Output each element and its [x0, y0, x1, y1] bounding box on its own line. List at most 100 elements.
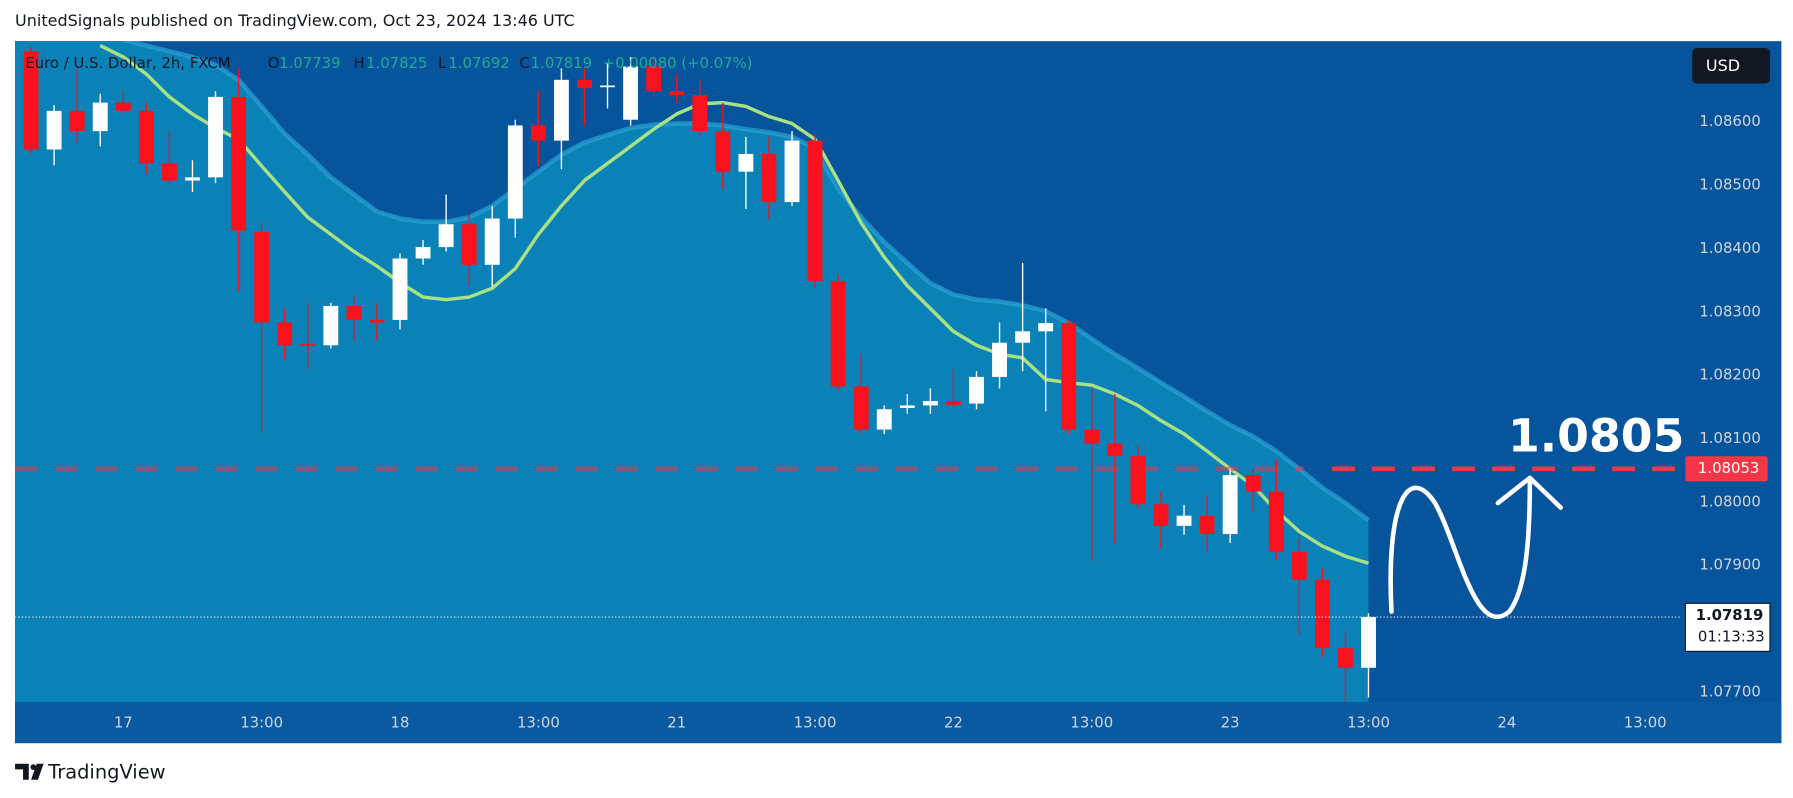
- candle-body: [161, 163, 177, 181]
- candle-body: [300, 344, 316, 346]
- x-tick-label: 13:00: [794, 714, 837, 732]
- publish-header: UnitedSignals published on TradingView.c…: [15, 11, 575, 30]
- candle-body: [231, 96, 247, 231]
- candle-body: [692, 95, 708, 132]
- candle-body: [484, 218, 500, 265]
- x-tick-label: 23: [1221, 714, 1240, 732]
- candle-body: [69, 110, 85, 132]
- legend-label: L: [438, 54, 447, 72]
- x-tick-label: 22: [944, 714, 963, 732]
- candle-body: [946, 401, 961, 405]
- y-tick-label: 1.08100: [1699, 429, 1760, 447]
- candle-body: [138, 110, 154, 164]
- x-tick-label: 24: [1497, 714, 1516, 732]
- candle-body: [185, 177, 200, 181]
- candle-body: [23, 51, 39, 150]
- x-tick-label: 13:00: [517, 714, 560, 732]
- candle-body: [1130, 456, 1146, 505]
- legend-label: C: [519, 54, 529, 72]
- legend-value: 1.07739: [279, 54, 340, 72]
- candle-body: [830, 281, 846, 387]
- candle-body: [1084, 429, 1100, 444]
- candle-body: [715, 131, 731, 172]
- candle-body: [761, 153, 777, 203]
- brand-name: TradingView: [47, 760, 165, 783]
- candle-body: [1245, 475, 1261, 492]
- x-tick-label: 13:00: [1624, 714, 1667, 732]
- candle-body: [507, 125, 523, 219]
- y-tick-label: 1.07700: [1699, 682, 1760, 700]
- candle-body: [553, 79, 569, 141]
- candle-body: [323, 305, 339, 346]
- candle-body: [1015, 331, 1031, 343]
- ema-line: [99, 44, 1370, 565]
- candle-body: [784, 140, 800, 203]
- candle-body: [369, 319, 385, 323]
- candle-body: [461, 224, 477, 265]
- y-tick-label: 1.07900: [1699, 556, 1760, 574]
- candle-body: [46, 110, 62, 150]
- candle-body: [1268, 491, 1284, 552]
- x-tick-label: 18: [391, 714, 410, 732]
- x-tick-label: 13:00: [1347, 714, 1390, 732]
- y-tick-label: 1.08300: [1699, 302, 1760, 320]
- last-price-label: 1.07819: [1696, 606, 1764, 624]
- legend-value: 1.07825: [366, 54, 427, 72]
- x-tick-label: 13:00: [1070, 714, 1113, 732]
- candle-body: [922, 401, 938, 406]
- candle-body: [876, 409, 892, 430]
- y-tick-label: 1.08400: [1699, 239, 1760, 257]
- currency-button[interactable]: [1692, 48, 1770, 84]
- countdown-label: 01:13:33: [1698, 628, 1765, 646]
- brand-logo: [15, 763, 44, 780]
- x-tick-label: 17: [114, 714, 133, 732]
- plot-area: [15, 41, 1681, 702]
- currency-label[interactable]: USD: [1706, 56, 1740, 75]
- legend-value: 1.07819: [531, 54, 592, 72]
- candle-body: [992, 342, 1007, 377]
- candle-body: [346, 305, 362, 320]
- candle-body: [669, 91, 685, 96]
- candle-body: [1176, 515, 1192, 526]
- candle-body: [623, 66, 639, 120]
- candle-body: [853, 386, 869, 430]
- candle-body: [1199, 515, 1215, 535]
- y-tick-label: 1.08600: [1699, 112, 1760, 130]
- candle-body: [1338, 648, 1353, 668]
- legend-change: +0.00080 (+0.07%): [603, 54, 753, 72]
- candle-body: [1222, 475, 1238, 535]
- candle-body: [969, 376, 984, 404]
- candle-body: [277, 322, 293, 346]
- last-price-box: [1684, 602, 1771, 652]
- candle-body: [438, 224, 454, 248]
- candle-body: [1361, 617, 1376, 668]
- candle-body: [415, 247, 431, 259]
- candle-body: [577, 79, 592, 89]
- hand-drawn-arrow: [1388, 475, 1564, 619]
- candle-body: [1061, 323, 1077, 430]
- symbol-legend: Euro / U.S. Dollar, 2h, FXCM: [25, 54, 230, 72]
- x-tick-label: 21: [667, 714, 686, 732]
- candle-body: [1153, 504, 1169, 526]
- level-price-label: 1.08053: [1698, 459, 1759, 477]
- band-area: [15, 41, 1369, 702]
- legend-label: O: [268, 54, 280, 72]
- candle-body: [738, 153, 754, 172]
- y-tick-label: 1.08200: [1699, 366, 1760, 384]
- time-axis: [15, 701, 1782, 744]
- candle-body: [115, 102, 131, 111]
- candle-body: [92, 102, 108, 132]
- y-tick-label: 1.08000: [1699, 492, 1760, 510]
- candle-body: [807, 140, 823, 282]
- candle-body: [1107, 443, 1123, 457]
- target-annotation: 1.0805: [1508, 410, 1684, 463]
- y-tick-label: 1.08500: [1699, 176, 1760, 194]
- candle-body: [530, 125, 546, 141]
- candle-body: [1314, 579, 1330, 649]
- candle-body: [899, 405, 915, 408]
- candle-body: [208, 96, 223, 178]
- candle-body: [646, 66, 662, 92]
- candle-body: [1038, 323, 1054, 332]
